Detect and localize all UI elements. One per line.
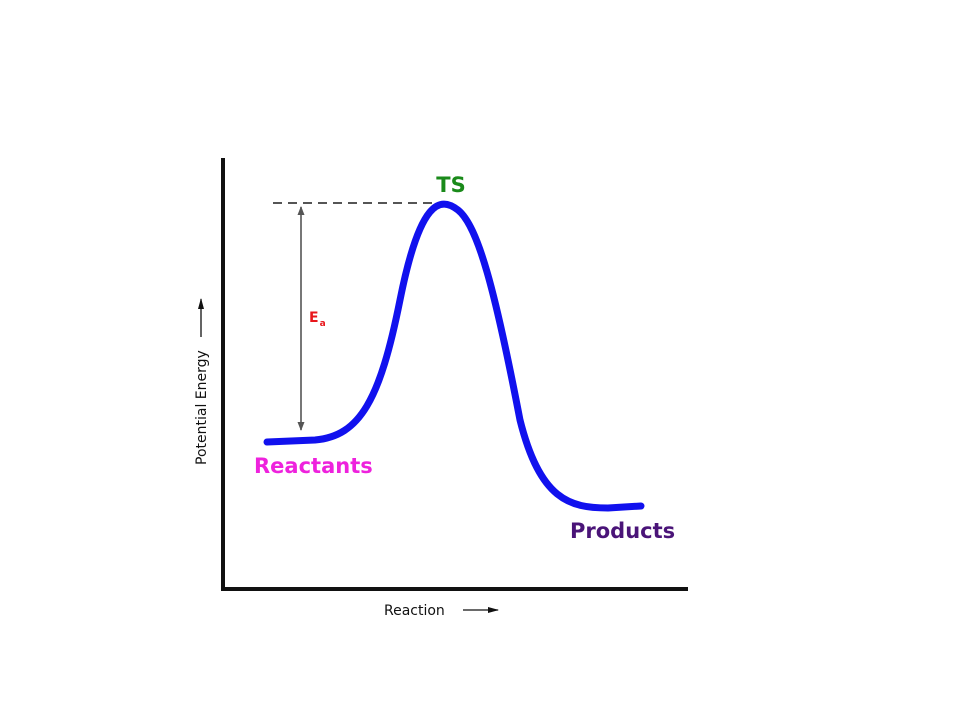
activation-energy-main: E	[309, 310, 319, 326]
activation-energy-label: Ea	[309, 310, 326, 329]
y-axis-label-group: Potential Energy	[194, 298, 210, 465]
energy-curve	[263, 200, 645, 512]
reactants-label: Reactants	[254, 454, 373, 478]
products-label: Products	[570, 519, 675, 543]
ts-label: TS	[436, 173, 465, 197]
y-axis-label: Potential Energy	[194, 350, 210, 465]
activation-energy-subscript: a	[320, 319, 326, 329]
x-axis-label: Reaction	[384, 603, 445, 619]
